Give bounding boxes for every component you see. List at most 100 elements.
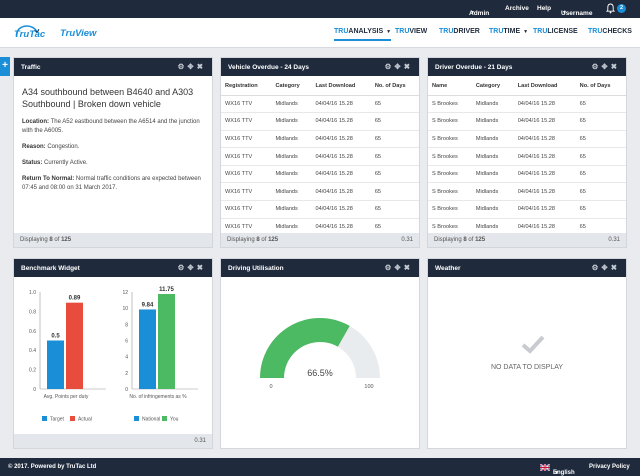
table-row[interactable]: WX16 TTV Midlands 04/04/16 15.28 65 bbox=[221, 95, 419, 114]
legend-label[interactable]: Actual bbox=[78, 417, 92, 423]
y-tick-label: 1.0 bbox=[29, 290, 36, 296]
table-row[interactable]: S Brookes Midlands 04/04/16 15.28 65 bbox=[428, 165, 626, 184]
benchmark-widget: Benchmark Widget ⚙✥✖ 0 0.2 0.4 0.6 0.8 1.0 0.5… bbox=[13, 258, 213, 449]
gear-icon[interactable]: ⚙ bbox=[177, 263, 188, 272]
table-row[interactable]: WX16 TTV Midlands 04/04/16 15.28 65 bbox=[221, 112, 419, 131]
move-icon[interactable]: ✥ bbox=[187, 263, 197, 272]
move-icon[interactable]: ✥ bbox=[187, 62, 197, 71]
status-label: Status: bbox=[22, 160, 43, 166]
y-tick-label: 0.6 bbox=[29, 329, 36, 335]
bell-icon[interactable] bbox=[606, 3, 615, 14]
table-cell: S Brookes bbox=[428, 165, 472, 184]
legend-label[interactable]: Target bbox=[50, 417, 65, 423]
bar-national[interactable] bbox=[139, 309, 156, 389]
bar-data-label: 11.75 bbox=[159, 287, 174, 293]
table-row[interactable]: S Brookes Midlands 04/04/16 15.28 65 bbox=[428, 147, 626, 166]
close-icon[interactable]: ✖ bbox=[610, 62, 620, 71]
widget-header: Weather ⚙✥✖ bbox=[428, 259, 626, 277]
column-header[interactable]: No. of Days bbox=[575, 76, 626, 96]
bar-you[interactable] bbox=[158, 294, 175, 389]
close-icon[interactable]: ✖ bbox=[403, 263, 413, 272]
table-cell: 65 bbox=[370, 182, 419, 202]
widget-footer: Displaying 8 of 125 0.31 bbox=[428, 233, 626, 247]
close-icon[interactable]: ✖ bbox=[196, 62, 206, 71]
column-header[interactable]: Registration bbox=[221, 76, 272, 96]
nav-truview[interactable]: TRUVIEW bbox=[395, 28, 427, 35]
help-link[interactable]: Help bbox=[537, 5, 552, 12]
table-row[interactable]: WX16 TTV Midlands 04/04/16 15.28 65 bbox=[221, 147, 419, 166]
add-widget-button[interactable]: + bbox=[0, 57, 10, 76]
legend-label[interactable]: National bbox=[142, 417, 160, 423]
table-cell: Midlands bbox=[471, 130, 514, 149]
gear-icon[interactable]: ⚙ bbox=[384, 62, 395, 71]
bar-data-label: 0.89 bbox=[69, 296, 81, 302]
close-icon[interactable]: ✖ bbox=[610, 263, 620, 272]
gear-icon[interactable]: ⚙ bbox=[591, 62, 602, 71]
column-header[interactable]: Name bbox=[428, 76, 472, 96]
gear-icon[interactable]: ⚙ bbox=[177, 62, 188, 71]
vehicle-table: Registration Category Last Download No. … bbox=[221, 76, 419, 237]
widget-header: Benchmark Widget ⚙✥✖ bbox=[14, 259, 212, 277]
move-icon[interactable]: ✥ bbox=[394, 263, 404, 272]
bar-actual[interactable] bbox=[66, 302, 83, 389]
y-tick-label: 10 bbox=[122, 306, 128, 312]
column-header[interactable]: Last Download bbox=[513, 76, 576, 96]
table-cell: 65 bbox=[575, 112, 626, 131]
table-row[interactable]: S Brookes Midlands 04/04/16 15.28 65 bbox=[428, 200, 626, 219]
table-row[interactable]: WX16 TTV Midlands 04/04/16 15.28 65 bbox=[221, 130, 419, 149]
table-header-row: Registration Category Last Download No. … bbox=[221, 76, 419, 96]
archive-link[interactable]: Archive bbox=[505, 5, 529, 12]
gear-icon[interactable]: ⚙ bbox=[384, 263, 395, 272]
close-icon[interactable]: ✖ bbox=[403, 62, 413, 71]
column-header[interactable]: Category bbox=[471, 76, 514, 96]
widget-header: Driver Overdue - 21 Days ⚙✥✖ bbox=[428, 58, 626, 76]
benchmark-chart: 0 0.2 0.4 0.6 0.8 1.0 0.5 Target 0.89 Actual Avg. … bbox=[29, 287, 198, 423]
privacy-policy-link[interactable]: Privacy Policy bbox=[589, 464, 630, 470]
legend-label[interactable]: You bbox=[170, 417, 179, 423]
nav-trutime[interactable]: TRUTIME ▼ bbox=[489, 28, 528, 35]
traffic-headline: A34 southbound between B4640 and A303 So… bbox=[22, 87, 194, 109]
gauge-value-arc[interactable] bbox=[260, 318, 350, 378]
table-cell: Midlands bbox=[271, 95, 312, 114]
close-icon[interactable]: ✖ bbox=[196, 263, 206, 272]
table-cell: 04/04/16 15.28 bbox=[513, 130, 576, 149]
footer-label: Displaying bbox=[434, 237, 462, 243]
table-row[interactable]: WX16 TTV Midlands 04/04/16 15.28 65 bbox=[221, 165, 419, 184]
copyright-text: © 2017. Powered by TruTac Ltd bbox=[8, 464, 97, 470]
table-row[interactable]: S Brookes Midlands 04/04/16 15.28 65 bbox=[428, 95, 626, 114]
table-row[interactable]: WX16 TTV Midlands 04/04/16 15.28 65 bbox=[221, 200, 419, 219]
table-cell: Midlands bbox=[271, 200, 312, 219]
table-row[interactable]: S Brookes Midlands 04/04/16 15.28 65 bbox=[428, 112, 626, 131]
bar-target[interactable] bbox=[47, 340, 64, 390]
nav-label: CHECKS bbox=[602, 28, 632, 35]
nav-truanalysis[interactable]: TRUANALYSIS ▼ bbox=[334, 28, 392, 41]
nav-trudriver[interactable]: TRUDRIVER bbox=[439, 28, 480, 35]
move-icon[interactable]: ✥ bbox=[394, 62, 404, 71]
nav-truchecks[interactable]: TRUCHECKS bbox=[588, 28, 632, 35]
chevron-down-icon: ▼ bbox=[386, 29, 392, 35]
table-row[interactable]: S Brookes Midlands 04/04/16 15.28 65 bbox=[428, 130, 626, 149]
nav-trulicense[interactable]: TRULICENSE bbox=[533, 28, 578, 35]
return-text: Normal traffic conditions are expected b… bbox=[22, 176, 201, 191]
table-cell: WX16 TTV bbox=[221, 130, 272, 149]
nav-prefix: TRU bbox=[334, 28, 349, 35]
bar-data-label: 9.84 bbox=[142, 302, 154, 308]
move-icon[interactable]: ✥ bbox=[601, 263, 611, 272]
table-row[interactable]: WX16 TTV Midlands 04/04/16 15.28 65 bbox=[221, 182, 419, 202]
widget-title: Traffic bbox=[21, 64, 41, 71]
table-cell: 04/04/16 15.28 bbox=[513, 112, 576, 131]
gear-icon[interactable]: ⚙ bbox=[591, 263, 602, 272]
widget-header: Traffic ⚙✥✖ bbox=[14, 58, 212, 76]
table-cell: Midlands bbox=[271, 130, 312, 149]
move-icon[interactable]: ✥ bbox=[601, 62, 611, 71]
x-category-label: No. of infringements as % bbox=[129, 394, 187, 400]
version-label: 0.31 bbox=[401, 237, 413, 243]
table-row[interactable]: S Brookes Midlands 04/04/16 15.28 65 bbox=[428, 182, 626, 202]
table-cell: 04/04/16 15.28 bbox=[513, 200, 576, 219]
nav-label: ANALYSIS bbox=[348, 28, 384, 35]
trutac-logo-icon[interactable] bbox=[12, 25, 42, 42]
column-header[interactable]: No. of Days bbox=[370, 76, 419, 96]
table-cell: Midlands bbox=[471, 165, 514, 184]
column-header[interactable]: Category bbox=[271, 76, 312, 96]
column-header[interactable]: Last Download bbox=[311, 76, 371, 96]
